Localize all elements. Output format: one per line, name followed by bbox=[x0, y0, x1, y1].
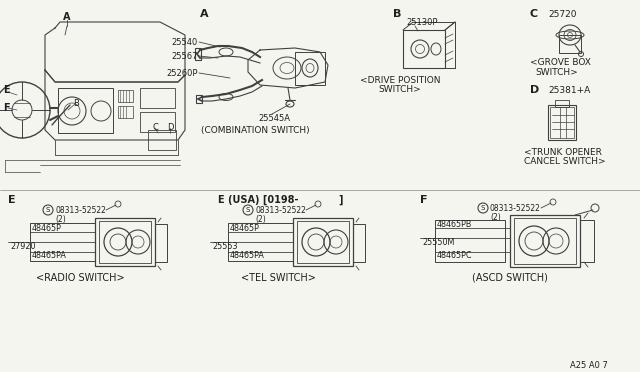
Bar bbox=[293, 218, 353, 266]
Text: 27920: 27920 bbox=[10, 241, 35, 250]
Text: E: E bbox=[8, 195, 15, 205]
Text: 48465PA: 48465PA bbox=[32, 251, 67, 260]
Bar bbox=[196, 95, 202, 103]
Text: 25720: 25720 bbox=[548, 10, 577, 19]
Text: 08313-52522: 08313-52522 bbox=[255, 205, 306, 215]
Text: 25260P: 25260P bbox=[166, 68, 198, 77]
Bar bbox=[548, 105, 576, 140]
Text: 25553: 25553 bbox=[212, 241, 237, 250]
Text: <RADIO SWITCH>: <RADIO SWITCH> bbox=[36, 273, 124, 283]
Bar bbox=[510, 215, 580, 267]
Text: (2): (2) bbox=[55, 215, 66, 224]
Text: SWITCH>: SWITCH> bbox=[535, 67, 578, 77]
Text: D: D bbox=[167, 122, 173, 131]
Bar bbox=[403, 30, 445, 68]
Bar bbox=[559, 35, 581, 53]
Text: (COMBINATION SWITCH): (COMBINATION SWITCH) bbox=[201, 125, 309, 135]
Bar bbox=[155, 224, 167, 262]
Bar bbox=[550, 107, 574, 138]
Text: SWITCH>: SWITCH> bbox=[379, 84, 421, 93]
Bar bbox=[297, 221, 349, 263]
Text: 48465P: 48465P bbox=[230, 224, 260, 232]
Text: 48465PB: 48465PB bbox=[437, 219, 472, 228]
Text: E: E bbox=[3, 85, 10, 95]
Bar bbox=[118, 106, 133, 118]
Bar bbox=[118, 90, 133, 102]
Text: 08313-52522: 08313-52522 bbox=[490, 203, 541, 212]
Text: F: F bbox=[420, 195, 428, 205]
Text: B: B bbox=[393, 9, 401, 19]
Text: 25540: 25540 bbox=[172, 38, 198, 46]
Text: A: A bbox=[63, 12, 71, 22]
Text: E (USA) [0198-: E (USA) [0198- bbox=[218, 195, 298, 205]
Text: S: S bbox=[46, 207, 50, 213]
Bar bbox=[30, 223, 95, 261]
Text: (2): (2) bbox=[255, 215, 266, 224]
Text: <TRUNK OPENER: <TRUNK OPENER bbox=[524, 148, 602, 157]
Text: <TEL SWITCH>: <TEL SWITCH> bbox=[241, 273, 316, 283]
Text: C: C bbox=[530, 9, 538, 19]
Text: A25 A0 7: A25 A0 7 bbox=[570, 362, 608, 371]
Text: C: C bbox=[152, 122, 158, 131]
Text: <GROVE BOX: <GROVE BOX bbox=[530, 58, 591, 67]
Text: 25545A: 25545A bbox=[258, 113, 290, 122]
Text: A: A bbox=[200, 9, 209, 19]
Bar bbox=[95, 218, 155, 266]
Bar bbox=[555, 100, 569, 107]
Text: (2): (2) bbox=[490, 212, 500, 221]
Bar bbox=[228, 223, 293, 261]
Bar bbox=[195, 48, 201, 60]
Bar bbox=[353, 224, 365, 262]
Bar bbox=[99, 221, 151, 263]
Text: 48465PC: 48465PC bbox=[437, 251, 472, 260]
Bar bbox=[140, 88, 175, 108]
Text: 25567: 25567 bbox=[172, 51, 198, 61]
Bar bbox=[58, 88, 113, 133]
Bar bbox=[148, 130, 176, 150]
Text: <DRIVE POSITION: <DRIVE POSITION bbox=[360, 76, 440, 84]
Bar bbox=[295, 52, 325, 85]
Text: 25381+A: 25381+A bbox=[548, 86, 590, 94]
Text: 25130P: 25130P bbox=[406, 17, 438, 26]
Bar bbox=[140, 112, 175, 132]
Text: D: D bbox=[530, 85, 540, 95]
Bar bbox=[514, 218, 576, 264]
Text: ]: ] bbox=[338, 195, 342, 205]
Text: S: S bbox=[246, 207, 250, 213]
Text: 25550M: 25550M bbox=[422, 237, 454, 247]
Bar bbox=[580, 220, 594, 262]
Text: F: F bbox=[3, 103, 10, 113]
Text: 48465PA: 48465PA bbox=[230, 251, 265, 260]
Text: S: S bbox=[481, 205, 485, 211]
Text: 48465P: 48465P bbox=[32, 224, 62, 232]
Text: (ASCD SWITCH): (ASCD SWITCH) bbox=[472, 273, 548, 283]
Text: CANCEL SWITCH>: CANCEL SWITCH> bbox=[524, 157, 605, 166]
Text: B: B bbox=[73, 99, 79, 108]
Text: 08313-52522: 08313-52522 bbox=[55, 205, 106, 215]
Bar bbox=[435, 220, 505, 262]
